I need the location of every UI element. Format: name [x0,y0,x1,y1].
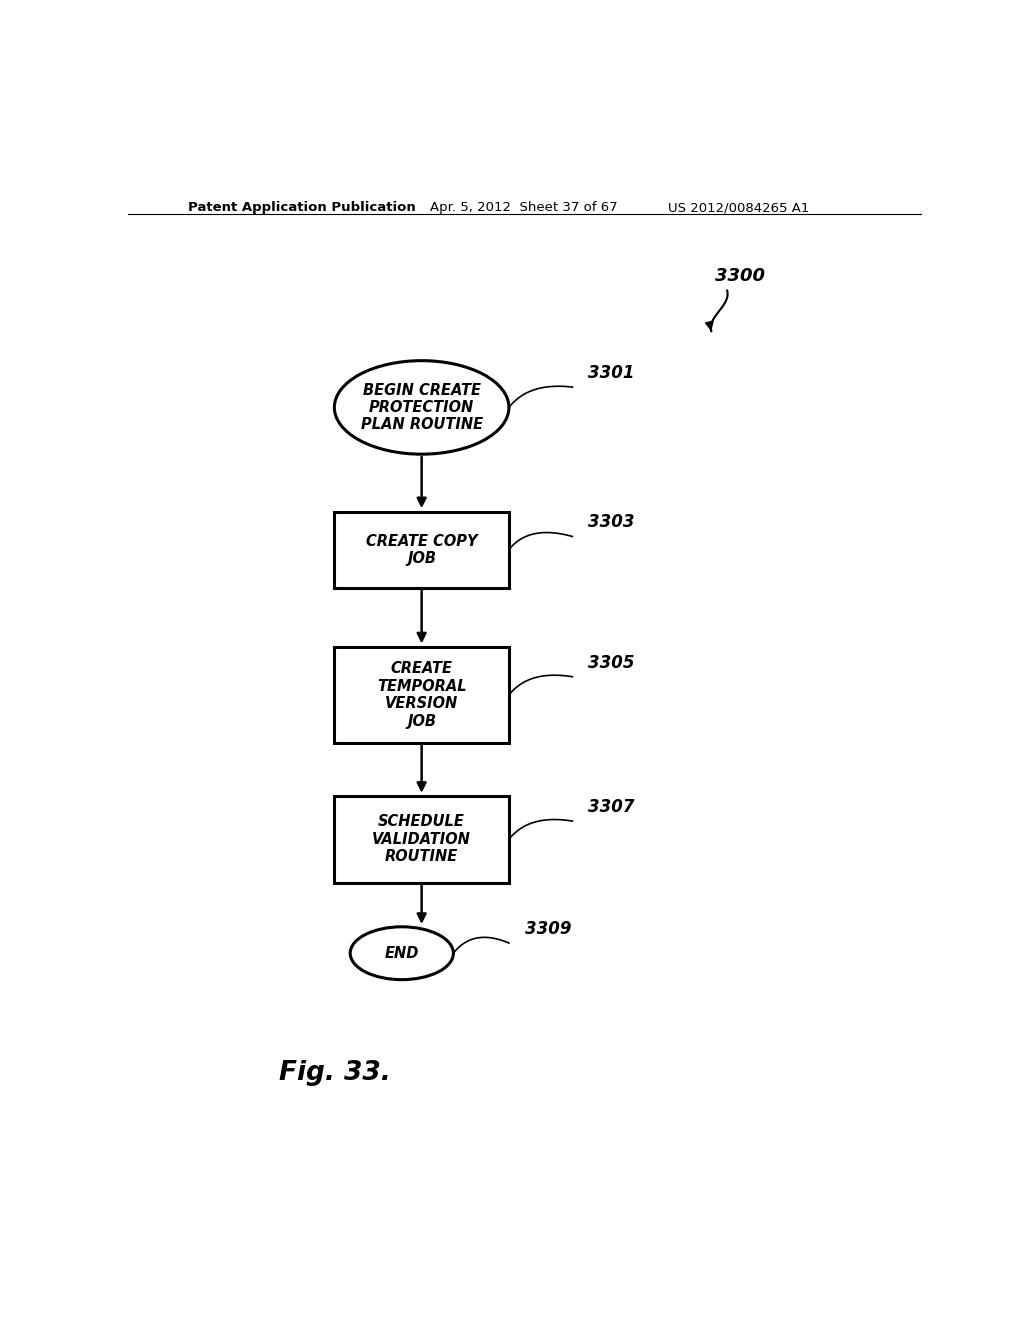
Text: 3301: 3301 [588,364,635,381]
FancyBboxPatch shape [334,796,509,883]
Text: CREATE
TEMPORAL
VERSION
JOB: CREATE TEMPORAL VERSION JOB [377,661,467,729]
Ellipse shape [350,927,454,979]
Text: 3303: 3303 [588,513,635,532]
Text: BEGIN CREATE
PROTECTION
PLAN ROUTINE: BEGIN CREATE PROTECTION PLAN ROUTINE [360,383,482,433]
Text: 3305: 3305 [588,653,635,672]
Text: Fig. 33.: Fig. 33. [279,1060,390,1086]
FancyBboxPatch shape [334,512,509,587]
Text: 3307: 3307 [588,799,635,816]
Text: END: END [385,945,419,961]
Ellipse shape [334,360,509,454]
FancyBboxPatch shape [334,647,509,743]
Text: US 2012/0084265 A1: US 2012/0084265 A1 [668,201,809,214]
Text: SCHEDULE
VALIDATION
ROUTINE: SCHEDULE VALIDATION ROUTINE [372,814,471,865]
Text: Patent Application Publication: Patent Application Publication [187,201,416,214]
Text: Apr. 5, 2012  Sheet 37 of 67: Apr. 5, 2012 Sheet 37 of 67 [430,201,617,214]
Text: 3309: 3309 [524,920,571,939]
Text: CREATE COPY
JOB: CREATE COPY JOB [366,533,477,566]
Text: 3300: 3300 [715,267,765,285]
